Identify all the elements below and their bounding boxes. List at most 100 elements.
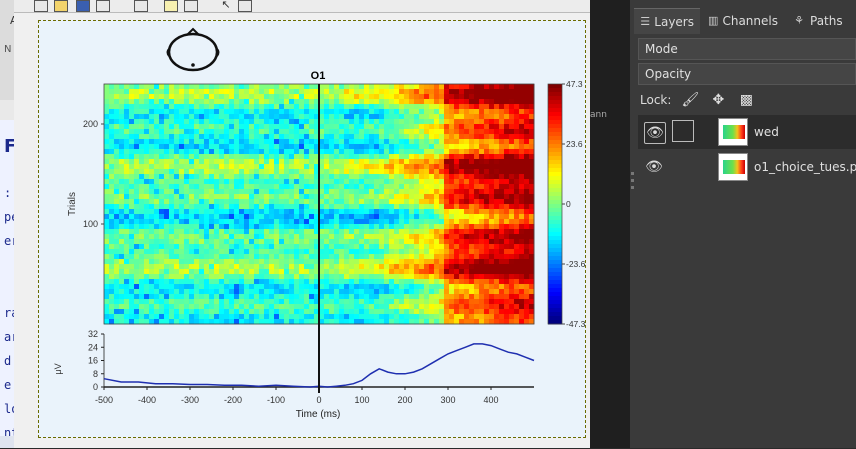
tab-paths[interactable]: ⚘ Paths	[786, 8, 852, 34]
heatmap-cell	[509, 204, 515, 210]
heatmap-cell	[429, 214, 435, 220]
heatmap-cell	[529, 259, 535, 265]
lock-alpha-checker-icon[interactable]: ▩	[739, 92, 754, 108]
heatmap-cell	[424, 169, 430, 175]
heatmap-cell	[509, 214, 515, 220]
heatmap-cell	[514, 84, 520, 90]
heatmap-cell	[434, 229, 440, 235]
layer-row[interactable]: 👁 wed	[638, 115, 856, 149]
heatmap-cell	[289, 119, 295, 125]
heatmap-cell	[264, 229, 270, 235]
eye-visibility-icon[interactable]: 👁	[644, 122, 666, 144]
heatmap-cell	[379, 184, 385, 190]
heatmap-cell	[429, 89, 435, 95]
heatmap-cell	[444, 149, 450, 155]
heatmap-cell	[254, 214, 260, 220]
properties-icon[interactable]	[238, 0, 252, 12]
printer-icon[interactable]	[134, 0, 148, 12]
heatmap-cell	[209, 179, 215, 185]
heatmap-cell	[394, 164, 400, 170]
heatmap-cell	[439, 254, 445, 260]
heatmap-cell	[324, 269, 330, 275]
heatmap-cell	[199, 309, 205, 315]
heatmap-cell	[349, 234, 355, 240]
lock-pixels-brush-icon[interactable]: 🖌	[681, 92, 700, 108]
heatmap-cell	[389, 284, 395, 290]
heatmap-cell	[449, 169, 455, 175]
heatmap-cell	[294, 84, 300, 90]
heatmap-cell	[329, 279, 335, 285]
heatmap-cell	[314, 224, 320, 230]
heatmap-cell	[129, 234, 135, 240]
page-icon[interactable]	[184, 0, 198, 12]
heatmap-cell	[374, 114, 380, 120]
heatmap-cell	[174, 274, 180, 280]
heatmap-cell	[404, 109, 410, 115]
tab-layers[interactable]: ☰ Layers	[634, 8, 700, 34]
tab-channels[interactable]: ▥ Channels	[702, 8, 784, 34]
heatmap-cell	[139, 154, 145, 160]
heatmap-cell	[194, 139, 200, 145]
heatmap-cell	[489, 169, 495, 175]
heatmap-cell	[329, 294, 335, 300]
heatmap-cell	[424, 224, 430, 230]
heatmap-cell	[214, 239, 220, 245]
heatmap-cell	[364, 264, 370, 270]
heatmap-cell	[424, 209, 430, 215]
heatmap-cell	[499, 94, 505, 100]
heatmap-cell	[249, 189, 255, 195]
layer-name[interactable]: o1_choice_tues.png	[754, 160, 856, 174]
heatmap-cell	[389, 194, 395, 200]
heatmap-cell	[119, 264, 125, 270]
heatmap-cell	[244, 99, 250, 105]
heatmap-cell	[144, 144, 150, 150]
mode-select[interactable]: Mode	[638, 38, 856, 60]
dock-resize-handle[interactable]	[631, 172, 635, 194]
heatmap-cell	[509, 134, 515, 140]
heatmap-cell	[464, 309, 470, 315]
heatmap-cell	[244, 289, 250, 295]
heatmap-cell	[389, 164, 395, 170]
heatmap-cell	[494, 249, 500, 255]
lock-label: Lock:	[640, 93, 672, 107]
heatmap-cell	[219, 319, 225, 325]
heatmap-cell	[374, 284, 380, 290]
heatmap-cell	[524, 139, 530, 145]
heatmap-cell	[489, 159, 495, 165]
heatmap-cell	[174, 89, 180, 95]
lock-position-move-icon[interactable]: ✥	[712, 92, 725, 108]
heatmap-cell	[394, 204, 400, 210]
heatmap-cell	[489, 114, 495, 120]
heatmap-cell	[364, 104, 370, 110]
heatmap-cell	[279, 224, 285, 230]
heatmap-cell	[434, 264, 440, 270]
note-icon[interactable]	[164, 0, 178, 12]
eye-visibility-icon[interactable]: 👁	[645, 159, 663, 175]
layer-row[interactable]: 👁 o1_choice_tues.png	[638, 150, 856, 184]
heatmap-cell	[184, 189, 190, 195]
heatmap-cell	[454, 114, 460, 120]
opacity-slider[interactable]: Opacity	[638, 63, 856, 85]
heatmap-cell	[509, 279, 515, 285]
heatmap-cell	[129, 169, 135, 175]
heatmap-cell	[439, 119, 445, 125]
heatmap-cell	[194, 144, 200, 150]
heatmap-cell	[184, 289, 190, 295]
heatmap-cell	[189, 89, 195, 95]
chain-link-toggle[interactable]	[672, 120, 694, 142]
new-file-icon[interactable]	[34, 0, 48, 12]
layer-name[interactable]: wed	[754, 125, 779, 139]
pointer-icon[interactable]: ↖	[221, 0, 231, 11]
save-icon[interactable]	[76, 0, 90, 12]
heatmap-cell	[239, 279, 245, 285]
heatmap-cell	[264, 209, 270, 215]
heatmap-cell	[109, 319, 115, 325]
heatmap-cell	[429, 314, 435, 320]
heatmap-cell	[404, 114, 410, 120]
heatmap-cell	[249, 239, 255, 245]
heatmap-cell	[149, 124, 155, 130]
heatmap-cell	[239, 129, 245, 135]
open-folder-icon[interactable]	[54, 0, 68, 12]
print-icon[interactable]	[96, 0, 110, 12]
